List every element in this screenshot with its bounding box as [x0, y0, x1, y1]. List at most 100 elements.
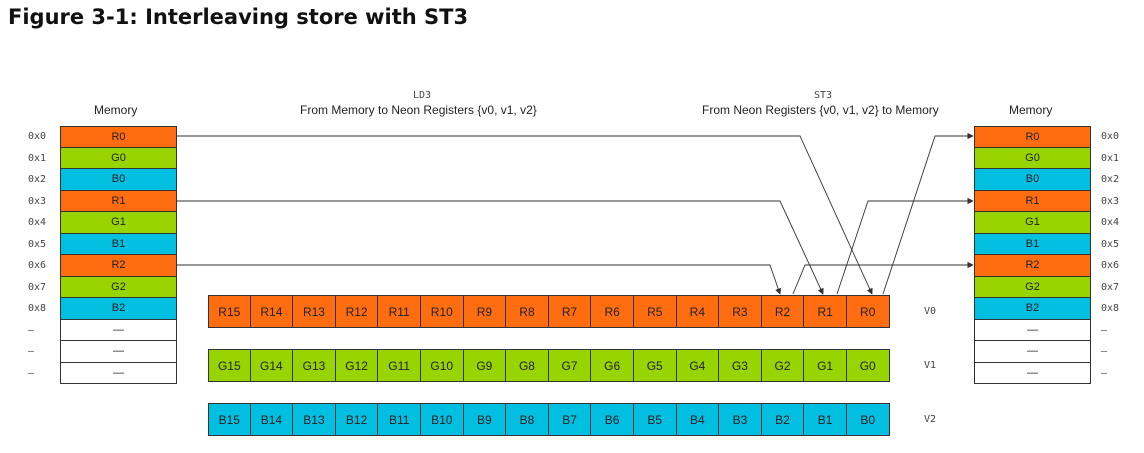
right-memory-cell: — — [974, 319, 1091, 341]
right-memory-block: R0 G0 B0 R1 G1 B1 R2 G2 B2— — — — [974, 126, 1091, 384]
register-lane: G10 — [420, 349, 464, 382]
register-lane: R0 — [846, 295, 890, 328]
register-lane: B7 — [548, 403, 592, 436]
right-memory-cell: R0 — [974, 126, 1091, 148]
register-lane: R15 — [208, 295, 251, 328]
register-lane: R10 — [420, 295, 464, 328]
right-memory-heading: Memory — [1009, 103, 1053, 117]
left-memory-cell: — — [60, 319, 177, 341]
left-memory-cell: R1 — [60, 190, 177, 212]
arrow-v0-r1-to-memory — [836, 197, 974, 295]
right-memory-address: 0x8 — [1101, 303, 1120, 314]
st3-caption: From Neon Registers {v0, v1, v2} to Memo… — [702, 103, 939, 117]
register-v2: B15 B14 B13 B12 B11 B10 B9 B8 B7 B6 B5 B4 B3 B2 B1 B0 — [208, 403, 890, 436]
register-lane: B9 — [463, 403, 507, 436]
right-memory-address: — — [1101, 324, 1108, 336]
right-memory-cell: B0 — [974, 169, 1091, 191]
left-memory-address: 0x0 — [28, 131, 47, 142]
right-memory-cell: — — [974, 362, 1091, 384]
left-memory-block: R0 G0 B0 R1 G1 B1 R2 G2 B2— — — — [60, 126, 177, 384]
register-lane: G14 — [250, 349, 294, 382]
right-memory-cell: R2 — [974, 255, 1091, 277]
register-lane: R2 — [761, 295, 805, 328]
register-lane: G13 — [293, 349, 336, 382]
right-memory-cell: G2 — [974, 276, 1091, 298]
register-lane: B14 — [250, 403, 294, 436]
left-memory-cell: — — [60, 341, 177, 363]
left-memory-address: 0x6 — [28, 260, 47, 271]
register-lane: B2 — [761, 403, 805, 436]
right-memory-address: 0x4 — [1101, 217, 1120, 228]
left-memory-cell: B2 — [60, 298, 177, 320]
register-lane: G8 — [506, 349, 549, 382]
ld3-caption: From Memory to Neon Registers {v0, v1, v… — [300, 103, 537, 117]
register-lane: B0 — [846, 403, 890, 436]
left-memory-address: 0x5 — [28, 238, 47, 250]
register-lane: G3 — [719, 349, 762, 382]
register-lane: G5 — [633, 349, 677, 382]
right-memory-address: 0x1 — [1101, 152, 1120, 164]
register-v0: R15 R14 R13 R12 R11 R10 R9 R8 R7 R6 R5 R4 R3 R2 R1 R0 — [208, 295, 890, 328]
right-memory-cell: B2 — [974, 298, 1091, 320]
left-memory-cell: G2 — [60, 276, 177, 298]
register-lane: B11 — [378, 403, 421, 436]
register-lane: R1 — [804, 295, 847, 328]
right-memory-address: — — [1101, 367, 1108, 379]
right-memory-address: — — [1101, 346, 1108, 357]
left-memory-address: 0x4 — [28, 217, 47, 228]
register-lane: B15 — [208, 403, 251, 436]
register-lane: B10 — [420, 403, 464, 436]
right-memory-address: 0x2 — [1101, 174, 1120, 185]
register-lane: R14 — [250, 295, 294, 328]
left-memory-address: — — [28, 367, 35, 379]
register-lane: B13 — [293, 403, 336, 436]
right-memory-cell: — — [974, 341, 1091, 363]
left-memory-cell: B1 — [60, 233, 177, 255]
register-lane: B8 — [506, 403, 549, 436]
left-memory-heading: Memory — [94, 103, 138, 117]
register-lane: G0 — [846, 349, 890, 382]
left-memory-address: 0x1 — [28, 152, 47, 164]
right-memory-cell: R1 — [974, 190, 1091, 212]
register-lane: R5 — [633, 295, 677, 328]
register-lane: R6 — [591, 295, 634, 328]
register-lane: G15 — [208, 349, 251, 382]
register-lane: R8 — [506, 295, 549, 328]
left-memory-cell: — — [60, 362, 177, 384]
register-lane: B4 — [676, 403, 720, 436]
left-memory-cell: B0 — [60, 169, 177, 191]
arrow-v0-r0-to-memory — [882, 132, 974, 295]
right-memory-cell: G0 — [974, 147, 1091, 169]
right-memory-address: 0x0 — [1101, 131, 1120, 142]
register-lane: G6 — [591, 349, 634, 382]
register-lane: G9 — [463, 349, 507, 382]
left-memory-address: — — [28, 324, 35, 336]
left-memory-cell: R0 — [60, 126, 177, 148]
register-lane: B5 — [633, 403, 677, 436]
left-memory-address: 0x7 — [28, 281, 47, 293]
register-lane: B1 — [804, 403, 847, 436]
right-memory-cell: B1 — [974, 233, 1091, 255]
register-lane: R11 — [378, 295, 421, 328]
st3-label: ST3 — [814, 90, 833, 101]
register-name-label: V1 — [924, 360, 937, 371]
register-lane: G12 — [335, 349, 379, 382]
register-lane: B3 — [719, 403, 762, 436]
arrow-r1-to-v0 — [177, 200, 824, 295]
register-lane: R12 — [335, 295, 379, 328]
register-lane: R3 — [719, 295, 762, 328]
arrow-v0-r2-to-memory — [792, 261, 974, 295]
register-lane: G4 — [676, 349, 720, 382]
right-memory-address: 0x3 — [1101, 195, 1120, 207]
left-memory-address: — — [28, 346, 35, 357]
left-memory-address: 0x8 — [28, 303, 47, 314]
arrow-r2-to-v0 — [177, 264, 782, 295]
register-lane: R9 — [463, 295, 507, 328]
left-memory-address: 0x3 — [28, 195, 47, 207]
register-v1: G15 G14 G13 G12 G11 G10 G9 G8 G7 G6 G5 G4 G3 G2 G1 G0 — [208, 349, 890, 382]
register-lane: G2 — [761, 349, 805, 382]
register-lane: B12 — [335, 403, 379, 436]
right-memory-address: 0x5 — [1101, 238, 1120, 250]
register-lane: G7 — [548, 349, 592, 382]
left-memory-cell: G0 — [60, 147, 177, 169]
